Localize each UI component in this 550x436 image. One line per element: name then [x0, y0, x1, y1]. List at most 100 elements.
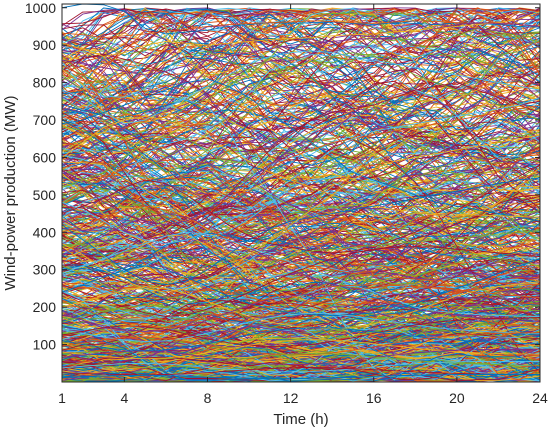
scenario-line	[62, 249, 540, 355]
scenario-line	[62, 284, 540, 329]
scenario-line	[62, 175, 540, 306]
scenario-line	[62, 12, 540, 120]
scenario-line	[62, 94, 540, 200]
scenario-line	[62, 229, 540, 308]
scenario-line	[62, 115, 540, 218]
x-tick-label: 24	[532, 390, 548, 406]
scenario-line	[62, 165, 540, 260]
scenario-line	[62, 68, 540, 243]
scenario-line	[62, 134, 540, 267]
y-tick-label: 100	[33, 337, 57, 353]
scenario-line	[62, 33, 540, 203]
scenario-line	[62, 107, 540, 264]
scenario-line	[62, 68, 540, 206]
scenario-line	[62, 7, 540, 256]
scenario-line	[62, 86, 540, 219]
scenario-line	[62, 339, 540, 360]
scenario-line	[62, 8, 540, 206]
scenario-line	[62, 343, 540, 371]
scenario-line	[62, 246, 540, 317]
scenario-line	[62, 166, 540, 253]
x-tick-label: 4	[120, 390, 128, 406]
x-tick-label: 20	[449, 390, 465, 406]
scenario-line	[62, 37, 540, 149]
scenario-line	[62, 138, 540, 247]
scenario-line	[62, 52, 540, 173]
y-tick-label: 600	[33, 149, 57, 165]
x-axis-ticks: 1 4 8 12 16 20 24	[58, 4, 548, 406]
scenario-line	[62, 157, 540, 319]
scenario-line	[62, 9, 540, 203]
scenario-line	[62, 82, 540, 229]
scenario-line	[62, 200, 540, 370]
scenario-line	[62, 348, 540, 365]
scenario-line	[62, 105, 540, 174]
scenario-line	[62, 34, 540, 382]
x-axis-label: Time (h)	[273, 411, 328, 428]
scenario-line	[62, 24, 540, 162]
scenario-line	[62, 9, 540, 232]
scenario-line	[62, 9, 540, 381]
scenario-line	[62, 27, 540, 143]
scenario-line	[62, 32, 540, 108]
scenario-line	[62, 38, 540, 179]
scenario-line	[62, 346, 540, 381]
scenario-line	[62, 181, 540, 264]
scenario-line	[62, 8, 540, 58]
scenario-line	[62, 12, 540, 169]
scenario-line	[62, 151, 540, 267]
scenario-line	[62, 226, 540, 362]
scenario-line	[62, 332, 540, 356]
scenario-line	[62, 28, 540, 237]
scenario-line	[62, 307, 540, 382]
scenario-line	[62, 119, 540, 226]
scenario-line	[62, 153, 540, 204]
scenario-line	[62, 101, 540, 220]
scenario-line	[62, 11, 540, 57]
scenario-line	[62, 314, 540, 360]
scenario-line	[62, 164, 540, 254]
scenario-line	[62, 173, 540, 261]
y-axis-label: Wind-power production (MW)	[2, 95, 19, 290]
series-layer	[62, 4, 540, 382]
y-tick-label: 700	[33, 112, 57, 128]
scenario-line	[62, 317, 540, 382]
scenario-line	[62, 353, 540, 368]
y-axis-ticks: 100 200 300 400 500 600 700 800 900 1000	[25, 0, 540, 353]
scenario-line	[62, 366, 540, 376]
y-tick-label: 500	[33, 187, 57, 203]
scenario-line	[62, 130, 540, 381]
x-tick-label: 12	[283, 390, 299, 406]
scenario-line	[62, 12, 540, 117]
scenario-line	[62, 335, 540, 382]
scenario-line	[62, 360, 540, 373]
y-tick-label: 1000	[25, 0, 56, 16]
scenario-line	[62, 78, 540, 222]
scenario-line	[62, 205, 540, 286]
scenario-line	[62, 327, 540, 371]
scenario-line	[62, 231, 540, 317]
scenario-line	[62, 281, 540, 330]
scenario-line	[62, 177, 540, 286]
scenario-line	[62, 213, 540, 301]
scenario-line	[62, 7, 540, 209]
scenario-line	[62, 304, 540, 341]
scenario-line	[62, 342, 540, 382]
scenario-line	[62, 20, 540, 39]
y-tick-label: 400	[33, 224, 57, 240]
scenario-line	[62, 374, 540, 380]
scenario-line	[62, 327, 540, 352]
y-tick-label: 300	[33, 262, 57, 278]
x-tick-label: 1	[58, 390, 66, 406]
scenario-line	[62, 243, 540, 296]
scenario-line	[62, 296, 540, 372]
scenario-line	[62, 320, 540, 381]
scenario-line	[62, 252, 540, 345]
scenario-line	[62, 121, 540, 276]
scenario-line	[62, 180, 540, 351]
x-tick-label: 8	[204, 390, 212, 406]
scenario-line	[62, 203, 540, 319]
scenario-line	[62, 333, 540, 382]
